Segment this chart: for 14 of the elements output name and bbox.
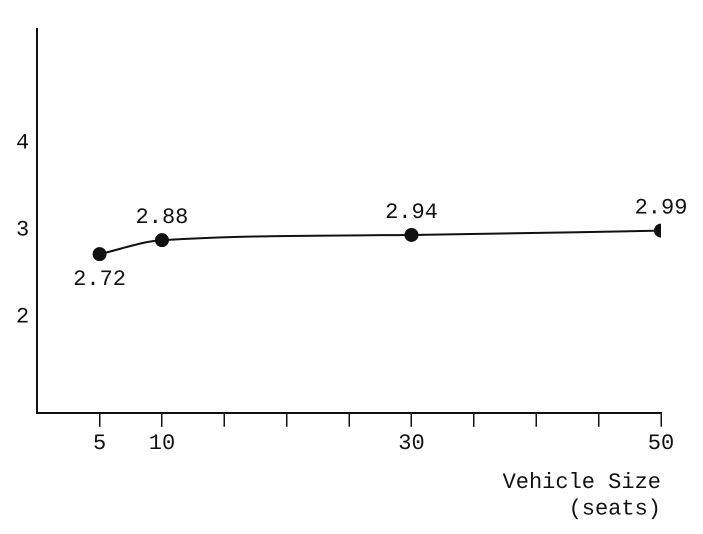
y-tick-label: 4 [16,130,30,156]
x-tick-label: 30 [398,430,425,456]
x-tick-label: 50 [648,430,674,456]
point [154,233,169,248]
data-label: 2.72 [73,266,126,292]
y-tick-label: 3 [16,218,30,243]
data-label: 2.88 [136,205,188,230]
x-tick-label: 10 [148,430,176,456]
x-tick-label: 5 [92,430,106,456]
data-label: 2.99 [634,195,688,220]
data-label: 2.94 [385,200,438,225]
y-tick-label: 2 [16,304,30,330]
point [92,247,107,262]
x-axis-title: Vehicle Size (seats) [502,470,661,522]
